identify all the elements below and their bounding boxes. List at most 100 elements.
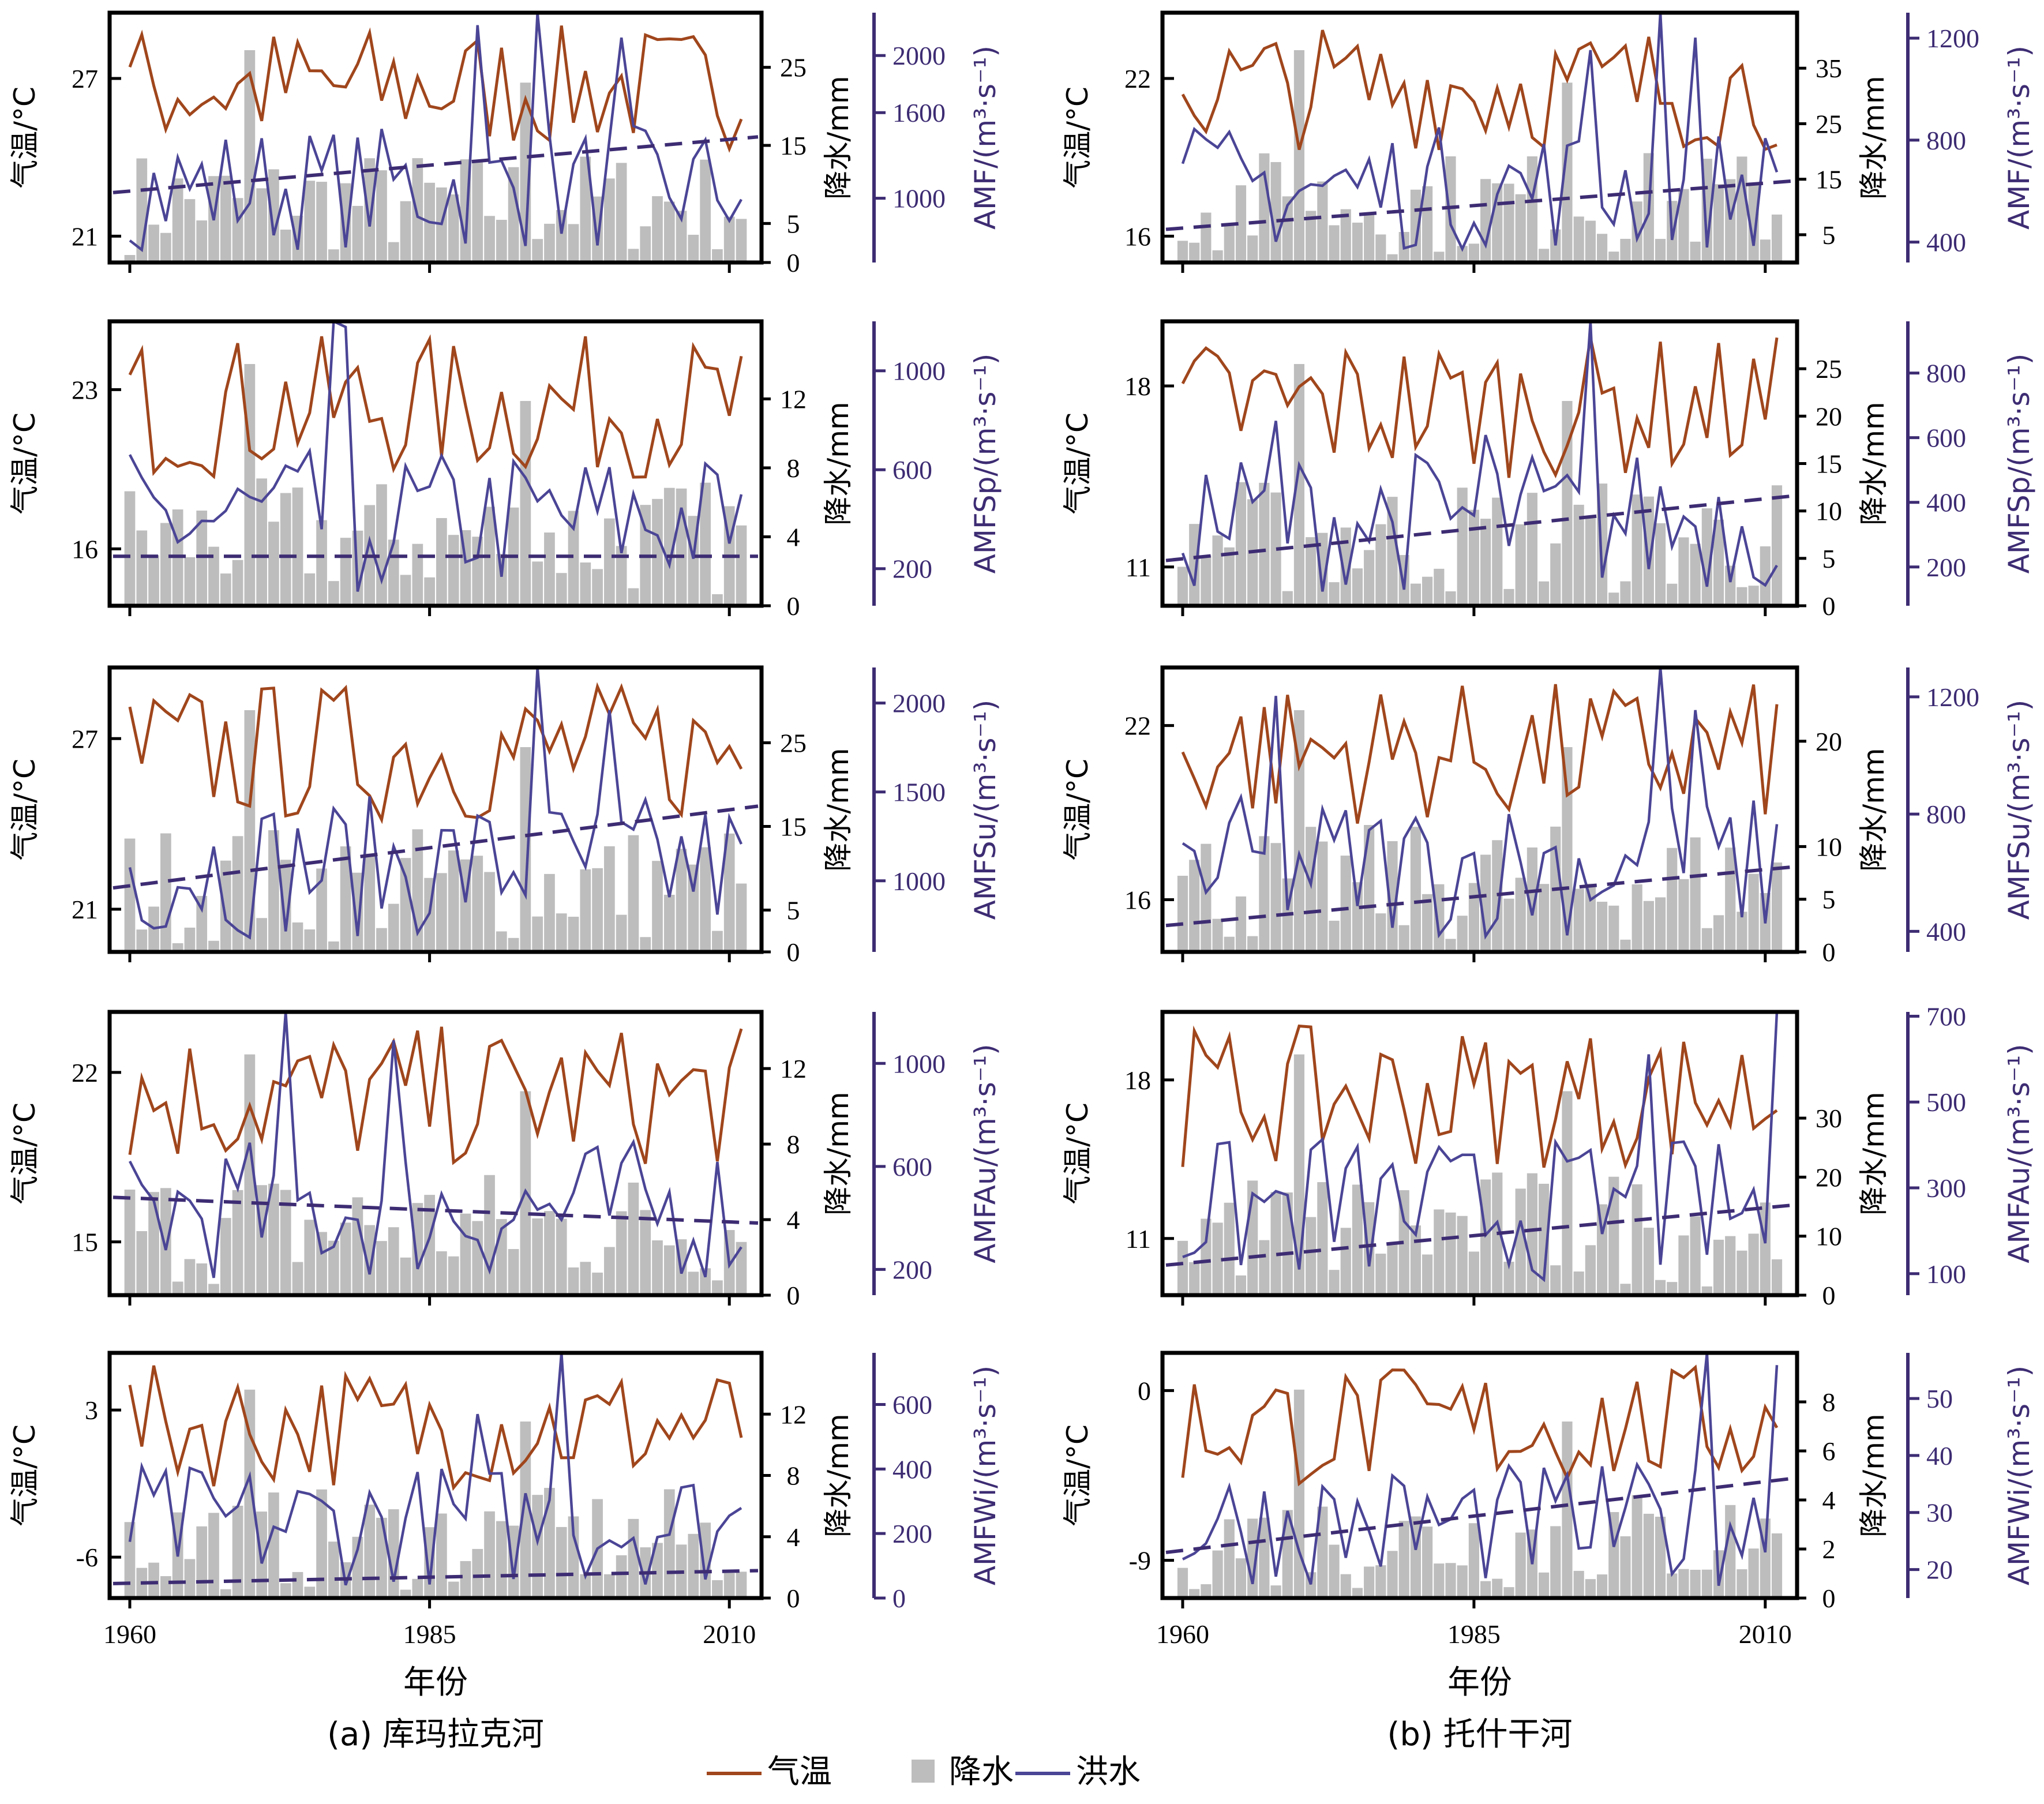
precip-bar bbox=[424, 1195, 435, 1295]
precip-tick-label: 5 bbox=[1822, 544, 1836, 573]
flood-tick-label: 400 bbox=[1926, 488, 1966, 517]
precip-bar bbox=[1329, 225, 1340, 262]
precip-bar bbox=[436, 1513, 447, 1598]
precip-bar bbox=[184, 927, 196, 952]
precip-bar bbox=[196, 220, 208, 262]
precip-bar bbox=[280, 1190, 291, 1295]
precip-bar bbox=[676, 488, 687, 606]
x-tick-label: 2010 bbox=[703, 1619, 756, 1649]
precip-bar bbox=[1620, 939, 1631, 952]
precip-bar bbox=[292, 1262, 303, 1295]
precip-bar bbox=[1212, 250, 1223, 262]
precip-bar bbox=[220, 1218, 231, 1295]
flood-tick-label: 800 bbox=[1926, 800, 1966, 829]
precip-bar bbox=[292, 1572, 303, 1598]
precip-bar bbox=[460, 1561, 471, 1598]
precip-tick-label: 8 bbox=[787, 453, 800, 483]
precip-bar bbox=[652, 498, 663, 606]
precip-bar bbox=[1515, 877, 1526, 952]
precip-bar bbox=[316, 1232, 327, 1295]
legend-label: 洪水 bbox=[1076, 1753, 1141, 1791]
flood-tick-label: 2000 bbox=[892, 689, 946, 718]
flood-tick-label: 20 bbox=[1926, 1555, 1953, 1585]
precip-bar bbox=[316, 182, 327, 262]
precip-bar bbox=[663, 1489, 675, 1598]
flood-tick-label: 1000 bbox=[892, 867, 946, 896]
precip-bar bbox=[1259, 836, 1270, 952]
precip-bar bbox=[1550, 1265, 1561, 1295]
precip-bar bbox=[484, 1175, 495, 1295]
precip-bar bbox=[1445, 1212, 1456, 1295]
panel-caption: (a) 库玛拉克河 bbox=[327, 1716, 544, 1753]
precip-bar bbox=[1480, 854, 1491, 952]
precip-bar bbox=[376, 1517, 387, 1598]
precip-bar bbox=[1457, 916, 1468, 952]
precip-tick-label: 8 bbox=[1822, 1387, 1836, 1417]
temperature-line bbox=[128, 25, 743, 153]
precip-tick-label: 0 bbox=[787, 1281, 800, 1310]
precip-bar bbox=[484, 1511, 495, 1598]
precip-bar bbox=[496, 220, 507, 262]
flood-tick-label: 500 bbox=[1926, 1087, 1966, 1117]
flood-tick-label: 1000 bbox=[892, 357, 946, 386]
precip-tick-label: 0 bbox=[787, 591, 800, 621]
precip-bar bbox=[1608, 1176, 1619, 1295]
precip-tick-label: 5 bbox=[1822, 885, 1836, 914]
precip-bar bbox=[1329, 1544, 1340, 1598]
precip-bar bbox=[1643, 901, 1654, 952]
precip-bar bbox=[496, 931, 507, 952]
precip-bar bbox=[736, 1242, 747, 1295]
precip-bar bbox=[1387, 1244, 1398, 1295]
precip-bar bbox=[1515, 1532, 1526, 1598]
precip-bar bbox=[1364, 214, 1375, 262]
precip-bar bbox=[1748, 873, 1759, 952]
flood-tick-label: 800 bbox=[1926, 359, 1966, 388]
flood-trend-line bbox=[112, 135, 759, 194]
precip-bar bbox=[448, 1581, 459, 1598]
precip-tick-label: 4 bbox=[1822, 1486, 1836, 1515]
precip-bar bbox=[496, 1521, 507, 1598]
precip-bar bbox=[1480, 1179, 1491, 1295]
precip-bar bbox=[1643, 1513, 1654, 1598]
precip-bar bbox=[1189, 860, 1200, 952]
precip-bar bbox=[1364, 824, 1375, 952]
precip-bar bbox=[1375, 913, 1386, 952]
precip-bar bbox=[1585, 518, 1596, 606]
flood-tick-label: 700 bbox=[1926, 1002, 1966, 1031]
precip-bar bbox=[1364, 1566, 1375, 1598]
precip-tick-label: 4 bbox=[787, 1522, 800, 1552]
flood-axis-label: AMFSu/(m³·s⁻¹) bbox=[969, 700, 1002, 920]
precip-bar bbox=[1387, 841, 1398, 952]
precip-bar bbox=[124, 838, 136, 952]
precip-bar bbox=[136, 929, 148, 952]
precip-bar bbox=[1306, 827, 1317, 952]
temperature-line bbox=[128, 1365, 743, 1491]
precip-bar bbox=[1434, 1209, 1445, 1295]
precip-bar bbox=[1760, 1202, 1771, 1295]
precip-bar bbox=[1550, 543, 1561, 606]
precip-bar bbox=[1503, 588, 1514, 606]
precip-tick-label: 25 bbox=[1816, 354, 1842, 384]
precip-bar bbox=[268, 522, 279, 606]
temperature-line bbox=[128, 334, 743, 479]
precip-bar bbox=[1224, 547, 1235, 606]
precip-bar bbox=[292, 487, 303, 606]
precip-bar bbox=[412, 1203, 423, 1295]
precip-bar bbox=[1760, 239, 1771, 262]
precip-bar bbox=[723, 833, 735, 952]
precip-bar bbox=[700, 482, 711, 606]
precip-bar bbox=[1329, 1270, 1340, 1295]
temp-tick-label: 18 bbox=[1124, 372, 1151, 401]
precip-bar bbox=[328, 941, 339, 952]
precip-bar bbox=[1177, 1240, 1188, 1295]
precip-axis-label: 降水/mm bbox=[1857, 402, 1891, 525]
precip-tick-label: 5 bbox=[1822, 220, 1836, 250]
precip-bar bbox=[1259, 1517, 1270, 1598]
temperature-line bbox=[1181, 337, 1779, 479]
precip-bar bbox=[1725, 565, 1736, 606]
flood-tick-label: 200 bbox=[892, 1255, 932, 1284]
precip-tick-label: 0 bbox=[1822, 591, 1836, 621]
precip-bar bbox=[1632, 1495, 1642, 1598]
temp-tick-label: 23 bbox=[72, 375, 98, 404]
precip-bar bbox=[1235, 185, 1247, 262]
